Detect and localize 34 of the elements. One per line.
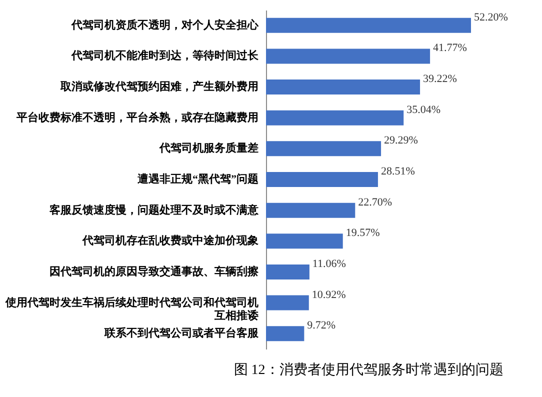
bar — [266, 48, 430, 64]
data-label: 28.51% — [380, 166, 415, 178]
y-tick-label: 取消或修改代驾预约困难，产生额外费用 — [60, 80, 258, 94]
y-tick-label: 使用代驾时发生车祸后续处理时代驾公司和代驾司机互相推诿 — [4, 296, 260, 322]
data-label: 52.20% — [474, 11, 508, 24]
bar — [266, 141, 382, 156]
y-tick-label: 遭遇非正规“黑代驾”问题 — [136, 172, 258, 186]
bar — [266, 295, 309, 310]
y-tick-label: 代驾司机不能准时到达，等待时间过长 — [70, 49, 260, 62]
bar — [266, 110, 404, 126]
bar — [266, 18, 471, 33]
y-tick-label: 客服反馈速度慢，问题处理不及时或不满意 — [48, 203, 260, 216]
bar — [266, 326, 304, 342]
data-label: 29.29% — [384, 134, 418, 147]
text: 图 12：消费者使用代驾服务时常遇到的问题 — [234, 362, 504, 378]
data-label: 10.92% — [312, 288, 346, 301]
y-tick-label: 平台收费标准不透明，平台杀熟，或存在隐藏费用 — [16, 110, 258, 124]
data-label: 39.22% — [423, 73, 457, 86]
y-tick-label: 代驾司机存在乱收费或中途加价现象 — [82, 234, 258, 248]
y-tick-label: 代驾司机资质不透明，对个人安全担心 — [70, 18, 260, 32]
bar — [266, 264, 310, 280]
bar — [266, 172, 378, 187]
bar — [266, 234, 343, 249]
data-label: 11.06% — [312, 258, 346, 270]
bar — [266, 202, 356, 218]
y-tick-label: 代驾司机服务质量差 — [158, 142, 258, 155]
data-label: 35.04% — [406, 104, 441, 116]
data-label: 22.70% — [358, 196, 392, 208]
y-tick-label: 联系不到代驾公司或者平台客服 — [104, 326, 260, 340]
y-tick-label: 因代驾司机的原因导致交通事故、车辆刮擦 — [50, 264, 260, 278]
bar — [266, 80, 420, 95]
data-label: 9.72% — [307, 320, 336, 332]
data-label: 19.57% — [346, 227, 380, 240]
data-label: 41.77% — [433, 42, 467, 54]
